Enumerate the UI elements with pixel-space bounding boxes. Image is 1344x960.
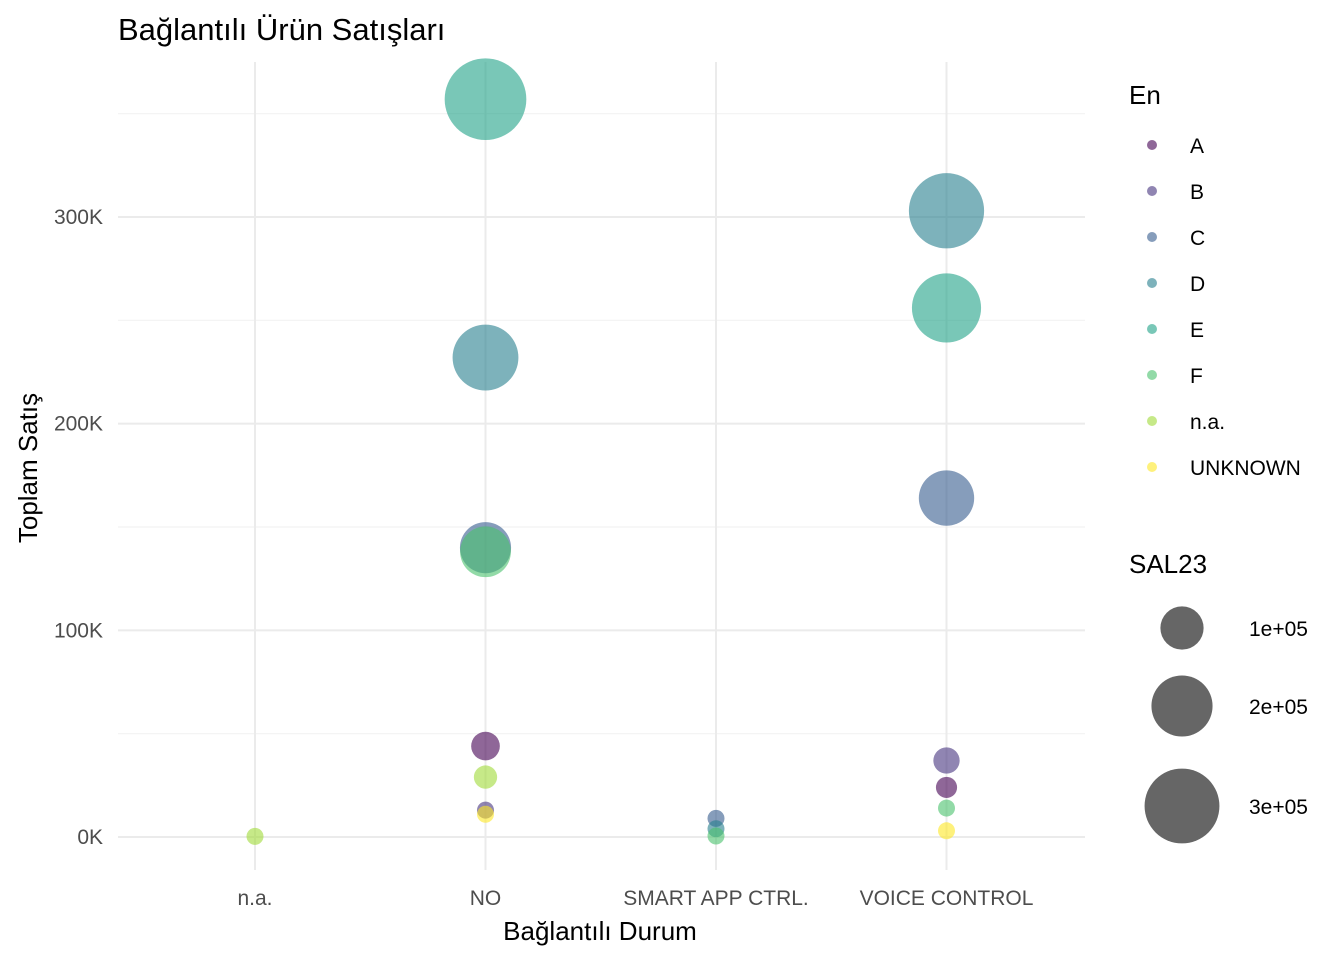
data-point <box>938 822 955 840</box>
data-point <box>933 747 960 774</box>
legend-label: C <box>1190 227 1205 250</box>
data-point <box>460 526 511 578</box>
y-axis-ticks: 0K 100K 200K 300K <box>54 206 103 849</box>
x-axis-title: Bağlantılı Durum <box>503 916 697 946</box>
size-legend-key <box>1144 768 1220 844</box>
legend-label: D <box>1190 273 1205 296</box>
legend-label: E <box>1190 319 1204 342</box>
legend-key <box>1147 370 1157 380</box>
y-tick-label: 200K <box>54 413 103 436</box>
data-point <box>938 799 955 817</box>
x-tick-label: NO <box>470 887 502 910</box>
size-legend-label: 2e+05 <box>1249 696 1308 719</box>
legend-label: F <box>1190 365 1203 388</box>
data-point <box>477 805 494 823</box>
size-legend-label: 3e+05 <box>1249 796 1308 819</box>
legend-key <box>1147 324 1157 334</box>
legend-key <box>1147 462 1157 472</box>
x-axis-ticks: n.a. NO SMART APP CTRL. VOICE CONTROL <box>237 887 1033 910</box>
data-point <box>444 58 527 141</box>
data-point <box>908 173 985 249</box>
legend-key <box>1147 278 1157 288</box>
data-point <box>246 827 264 845</box>
legend-label: B <box>1190 181 1204 204</box>
legend-key <box>1147 186 1157 196</box>
x-tick-label: n.a. <box>237 887 272 910</box>
size-legend-title: SAL23 <box>1129 549 1207 579</box>
y-tick-label: 100K <box>54 619 103 642</box>
x-tick-label: VOICE CONTROL <box>860 887 1034 910</box>
size-legend-label: 1e+05 <box>1249 618 1308 641</box>
data-point <box>452 324 519 391</box>
size-legend-key <box>1151 675 1213 737</box>
data-point <box>707 827 725 845</box>
data-point <box>935 776 958 798</box>
data-points <box>246 58 985 845</box>
data-point <box>473 765 498 789</box>
data-point <box>918 470 975 526</box>
legend-key <box>1147 232 1157 242</box>
legend-key <box>1147 416 1157 426</box>
y-tick-label: 300K <box>54 206 103 229</box>
size-legend: SAL23 1e+05 2e+05 3e+05 <box>1129 549 1308 844</box>
y-axis-title: Toplam Satış <box>13 393 43 543</box>
x-tick-label: SMART APP CTRL. <box>623 887 809 910</box>
color-legend-title: En <box>1129 80 1161 110</box>
legend-key <box>1147 140 1157 150</box>
chart-title: Bağlantılı Ürün Satışları <box>118 12 445 47</box>
data-point <box>471 731 500 761</box>
legend-label: A <box>1190 135 1204 158</box>
size-legend-key <box>1160 606 1204 650</box>
legend-label: n.a. <box>1190 411 1225 434</box>
y-tick-label: 0K <box>77 826 103 849</box>
legend-label: UNKNOWN <box>1190 457 1301 480</box>
data-point <box>911 273 982 343</box>
